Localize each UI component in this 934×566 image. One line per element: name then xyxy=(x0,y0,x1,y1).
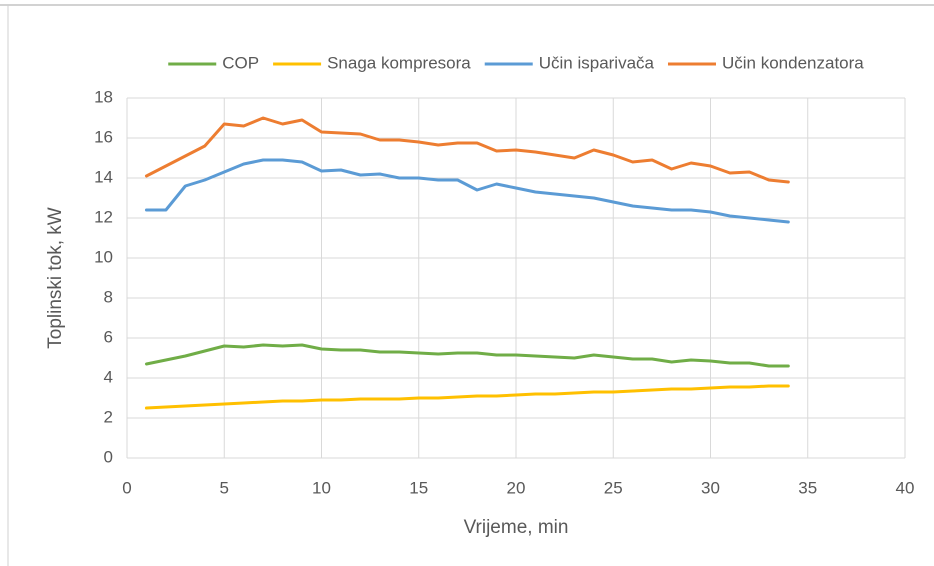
y-tick-label: 10 xyxy=(94,247,113,266)
x-tick-label: 5 xyxy=(220,478,229,497)
series-line xyxy=(144,384,790,410)
x-tick-label: 15 xyxy=(409,478,428,497)
y-tick-label: 4 xyxy=(104,367,113,386)
x-tick-label: 0 xyxy=(122,478,131,497)
y-tick-label: 8 xyxy=(104,287,113,306)
y-tick-label: 18 xyxy=(94,87,113,106)
y-tick-label: 2 xyxy=(104,407,113,426)
x-tick-label: 25 xyxy=(604,478,623,497)
y-tick-label: 12 xyxy=(94,207,113,226)
x-axis-label: Vrijeme, min xyxy=(464,517,569,538)
series-line xyxy=(144,116,790,184)
legend: COP Snaga kompresora Učin isparivača Učin k… xyxy=(168,53,864,72)
x-tick-label: 10 xyxy=(312,478,331,497)
x-tick-label: 30 xyxy=(701,478,720,497)
y-axis-label: Toplinski tok, kW xyxy=(45,207,66,349)
y-tick-label: 0 xyxy=(104,447,113,466)
y-tick-label: 6 xyxy=(104,327,113,346)
legend-label: COP xyxy=(222,53,259,72)
y-tick-label: 14 xyxy=(94,167,113,186)
x-tick-label: 40 xyxy=(896,478,915,497)
x-tick-label: 20 xyxy=(507,478,526,497)
x-tick-label: 35 xyxy=(798,478,817,497)
legend-label: Učin kondenzatora xyxy=(722,53,864,72)
series-line xyxy=(144,343,790,368)
y-tick-label: 16 xyxy=(94,127,113,146)
legend-label: Učin isparivača xyxy=(539,53,655,72)
legend-label: Snaga kompresora xyxy=(327,53,471,72)
series-line xyxy=(144,158,790,224)
